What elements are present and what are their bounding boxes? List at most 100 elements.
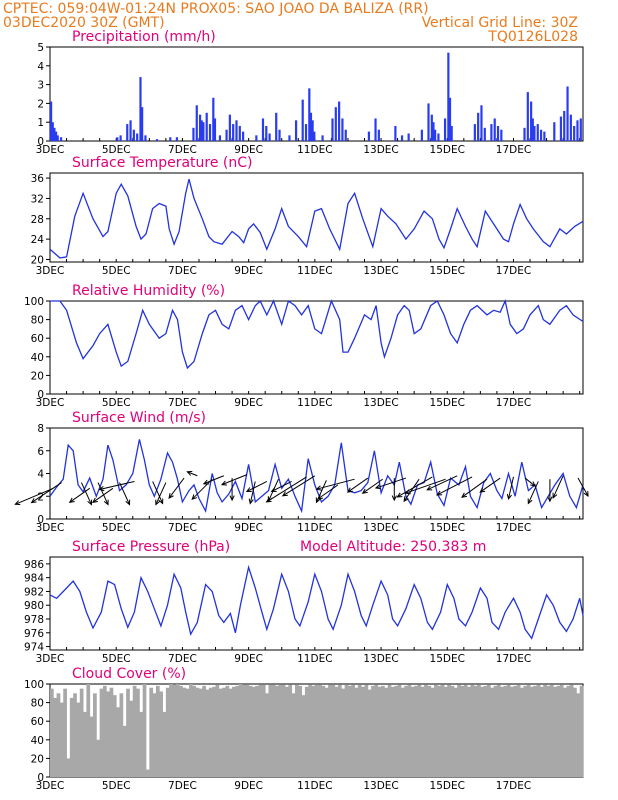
cloud-ytick-label: 40 [31, 735, 44, 747]
cloud-bar [539, 686, 544, 777]
cloud-bar [251, 686, 256, 777]
cloud-bar [427, 685, 432, 777]
wind-vector [187, 471, 198, 477]
cloud-bar [109, 687, 114, 777]
wind-ytick-label: 2 [37, 491, 44, 503]
wind-vector-head [426, 485, 433, 491]
cloud-bar [129, 700, 134, 777]
precip-bar [576, 120, 579, 141]
wind-xtick-label: 15DEC [430, 522, 465, 534]
wind-vector-head [403, 496, 409, 503]
cloud-bar [69, 697, 74, 777]
cloud-bar [136, 688, 140, 777]
precip-bar [198, 114, 202, 141]
press-xtick-label: 7DEC [168, 653, 197, 665]
precip-bar [496, 125, 500, 141]
cloud-bar [162, 711, 167, 777]
cloud-bar [496, 684, 501, 777]
cloud-bar [556, 685, 561, 777]
wind-ytick-label: 6 [37, 446, 44, 458]
wind-vector-head [396, 492, 403, 498]
wind-vector [347, 477, 369, 493]
cloud-bar [99, 688, 104, 777]
cloud-bar [268, 684, 273, 777]
rh-xtick-label: 17DEC [496, 397, 531, 409]
cloud-bar [149, 687, 154, 777]
temp-xtick-label: 9DEC [234, 265, 263, 277]
cloud-bar [523, 685, 528, 777]
wind-vector [97, 482, 109, 505]
cloud-bar [278, 684, 283, 777]
cloud-bar [447, 684, 451, 777]
cloud-bar [440, 684, 445, 777]
precip-bar [242, 131, 245, 141]
wind-ytick-label: 4 [37, 469, 44, 481]
cloud-bar [351, 684, 355, 777]
cloud-bar [189, 684, 193, 777]
cloud-bar [437, 685, 442, 777]
wind-vector-head [506, 493, 512, 501]
cloud-bar [390, 686, 395, 777]
precip-bar [407, 133, 410, 141]
precip-bar [427, 103, 430, 141]
precip-xtick-label: 13DEC [363, 144, 398, 156]
press-ytick-label: 978 [24, 614, 44, 626]
cloud-bar [298, 685, 303, 777]
cloud-bar [202, 685, 206, 777]
precip-bar [192, 127, 195, 141]
precip-bar [566, 86, 569, 141]
wind-vector [436, 476, 473, 496]
precip-ytick-label: 5 [37, 42, 44, 54]
cloud-bar [152, 693, 157, 777]
precip-bar [228, 114, 231, 141]
wind-vector [99, 480, 135, 490]
cloud-bar [354, 687, 359, 777]
precip-bar [261, 118, 265, 141]
cloud-xtick-label: 15DEC [430, 780, 465, 792]
press-ytick-label: 984 [24, 573, 44, 585]
rh-xtick-label: 13DEC [363, 397, 398, 409]
precip-bar [304, 124, 308, 141]
rh-xtick-label: 11DEC [297, 397, 332, 409]
cloud-bar [443, 686, 448, 777]
cloud-panel: Cloud Cover (%) 0 20 40 60 80 100 3DEC 5DEC 7DEC 9… [24, 666, 584, 792]
cloud-xtick-label: 7DEC [168, 780, 197, 792]
wind-vector-head [220, 480, 228, 486]
header-date: 03DEC2020 30Z (GMT) [3, 15, 165, 31]
rh-title: Relative Humidity (%) [72, 283, 225, 299]
precip-ytick-label: 1 [37, 117, 44, 129]
cloud-bar [195, 687, 200, 777]
cloud-bar [258, 684, 263, 777]
cloud-bar [344, 684, 349, 777]
rh-ytick-label: 80 [31, 315, 44, 327]
temp-line [49, 178, 584, 259]
precip-bar [480, 105, 483, 141]
cloud-bar [288, 684, 293, 777]
wind-xtick-label: 13DEC [363, 522, 398, 534]
cloud-bar [404, 685, 408, 777]
precip-bar [493, 118, 496, 141]
press-xtick-label: 9DEC [234, 653, 263, 665]
cloud-bar [159, 691, 163, 777]
cloud-bar [285, 686, 289, 777]
precip-bar [523, 127, 526, 141]
cloud-bar [453, 687, 458, 777]
cloud-bar [490, 687, 495, 777]
cloud-bar [281, 684, 286, 777]
header-location: CPTEC: 059:04W-01:24N PROX05: SAO JOAO D… [3, 1, 429, 17]
cloud-bar [510, 686, 514, 777]
cloud-bar [493, 685, 498, 777]
wind-vector [152, 481, 164, 504]
precip-bar [294, 120, 298, 141]
precip-bar [331, 118, 334, 141]
precip-bar [139, 77, 142, 141]
temp-ytick-label: 20 [31, 254, 44, 266]
precip-bar [54, 131, 58, 141]
cloud-bar [543, 684, 547, 777]
cloud-bar [116, 707, 120, 777]
temp-xtick-label: 11DEC [297, 265, 332, 277]
precip-bar [268, 133, 271, 141]
wind-vector [524, 477, 536, 487]
cloud-bar [387, 684, 392, 777]
cloud-ytick-label: 0 [37, 772, 44, 784]
